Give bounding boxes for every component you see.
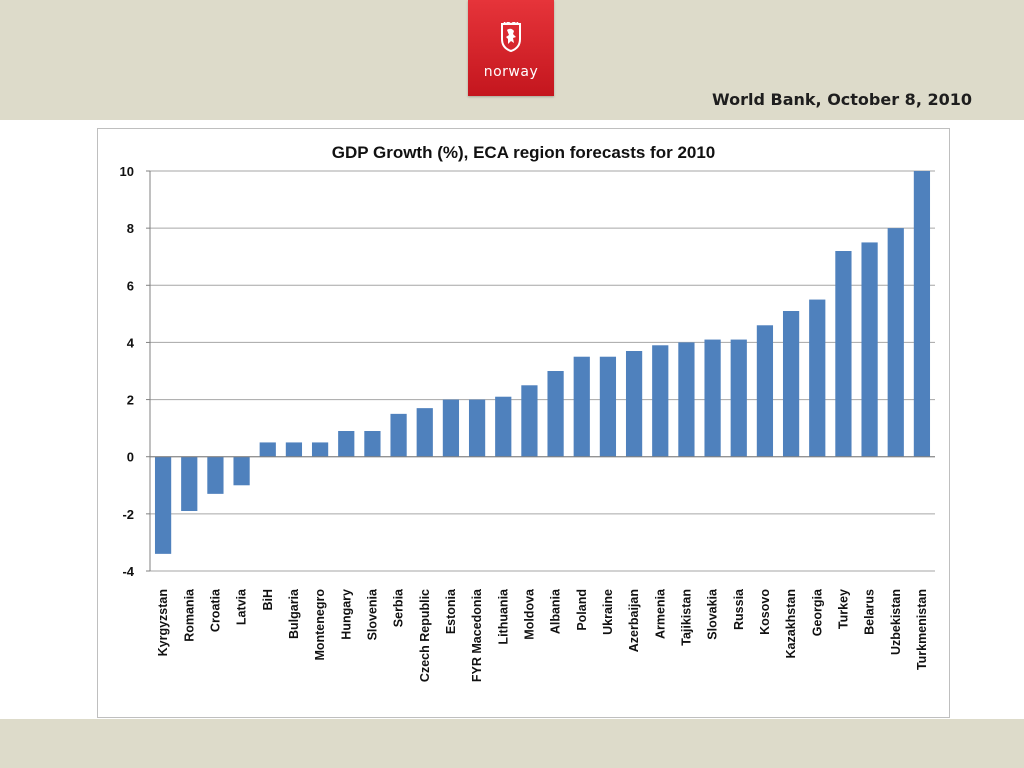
bar-croatia [207,456,224,494]
bar-turkey [835,251,852,457]
x-category-label: Lithuania [496,588,510,645]
x-category-label: Tajikistan [679,589,693,646]
y-tick-label: 6 [127,278,134,293]
x-category-label: Kosovo [758,589,772,635]
bar-montenegro [311,442,329,457]
x-category-label: Turkmenistan [915,589,929,670]
x-category-label: Czech Republic [418,589,432,682]
bar-fyr-macedonia [468,399,486,457]
x-category-label: Turkey [836,589,850,629]
y-tick-label: 2 [127,393,134,408]
bar-slovakia [704,339,721,457]
x-category-label: Armenia [653,588,667,639]
bar-bulgaria [285,442,303,457]
presentation-subtitle: World Bank, October 8, 2010 [712,90,972,109]
bar-turkmenistan [913,171,931,457]
x-category-label: Kazakhstan [784,589,798,658]
bar-russia [730,339,747,457]
chart-frame: GDP Growth (%), ECA region forecasts for… [97,128,950,718]
bar-belarus [861,242,878,457]
bar-romania [181,456,198,511]
bar-poland [573,356,590,457]
bar-armenia [652,345,669,457]
footer-band [0,719,1024,768]
gdp-bar-chart: -4 -2 0 2 4 6 8 10 Kyrgyzstan Romania Croatia Latvi… [120,164,935,682]
chart-title: GDP Growth (%), ECA region forecasts for… [331,143,716,162]
bar-ukraine [599,356,617,457]
bar-georgia [809,299,826,457]
bar-tajikistan [678,342,695,457]
bar-moldova [521,385,538,457]
y-tick-label: -2 [122,507,134,522]
norway-logo: norway [468,0,554,96]
x-category-label: Serbia [392,588,406,627]
x-category-label: Slovenia [365,588,379,640]
x-category-label: Ukraine [601,589,615,635]
bar-lithuania [495,396,512,457]
x-category-label: Georgia [810,588,824,636]
x-category-label: Croatia [208,588,222,632]
x-category-label: Bulgaria [287,588,301,639]
y-tick-label: 4 [127,335,135,350]
y-tick-label: -4 [122,564,134,579]
x-category-label: Albania [549,588,563,634]
bar-kyrgyzstan [154,456,172,554]
bar-kazakhstan [782,311,800,457]
bar-hungary [338,431,355,457]
logo-text: norway [483,64,539,80]
bar-albania [547,371,564,457]
bar-uzbekistan [887,228,904,457]
bar-kosovo [756,325,774,457]
x-category-label: Russia [732,588,746,630]
x-category-label: Uzbekistan [889,589,903,655]
x-category-label: Poland [575,589,589,631]
x-category-label: Montenegro [313,589,327,661]
y-tick-label: 0 [127,450,134,465]
x-category-label: Azerbaijan [627,589,641,652]
x-category-label: Moldova [522,588,536,640]
x-category-label: FYR Macedonia [470,588,484,682]
x-category-label: Slovakia [706,588,720,640]
bar-azerbaijan [625,351,643,457]
x-category-label: Hungary [339,589,353,640]
x-category-label: Belarus [863,589,877,635]
x-category-label: Latvia [235,588,249,625]
y-tick-label: 8 [127,221,134,236]
bar-serbia [390,413,407,457]
x-category-label: Estonia [444,588,458,634]
bar-slovenia [364,431,381,457]
bar-bih [259,442,276,457]
lion-crest-icon [501,22,521,52]
x-category-label: Romania [182,588,196,642]
bar-estonia [442,399,460,457]
bar-latvia [233,456,250,486]
x-category-label: BiH [261,589,275,611]
bar-czech-republic [416,408,433,457]
x-category-label: Kyrgyzstan [156,589,170,656]
y-tick-label: 10 [120,164,134,179]
